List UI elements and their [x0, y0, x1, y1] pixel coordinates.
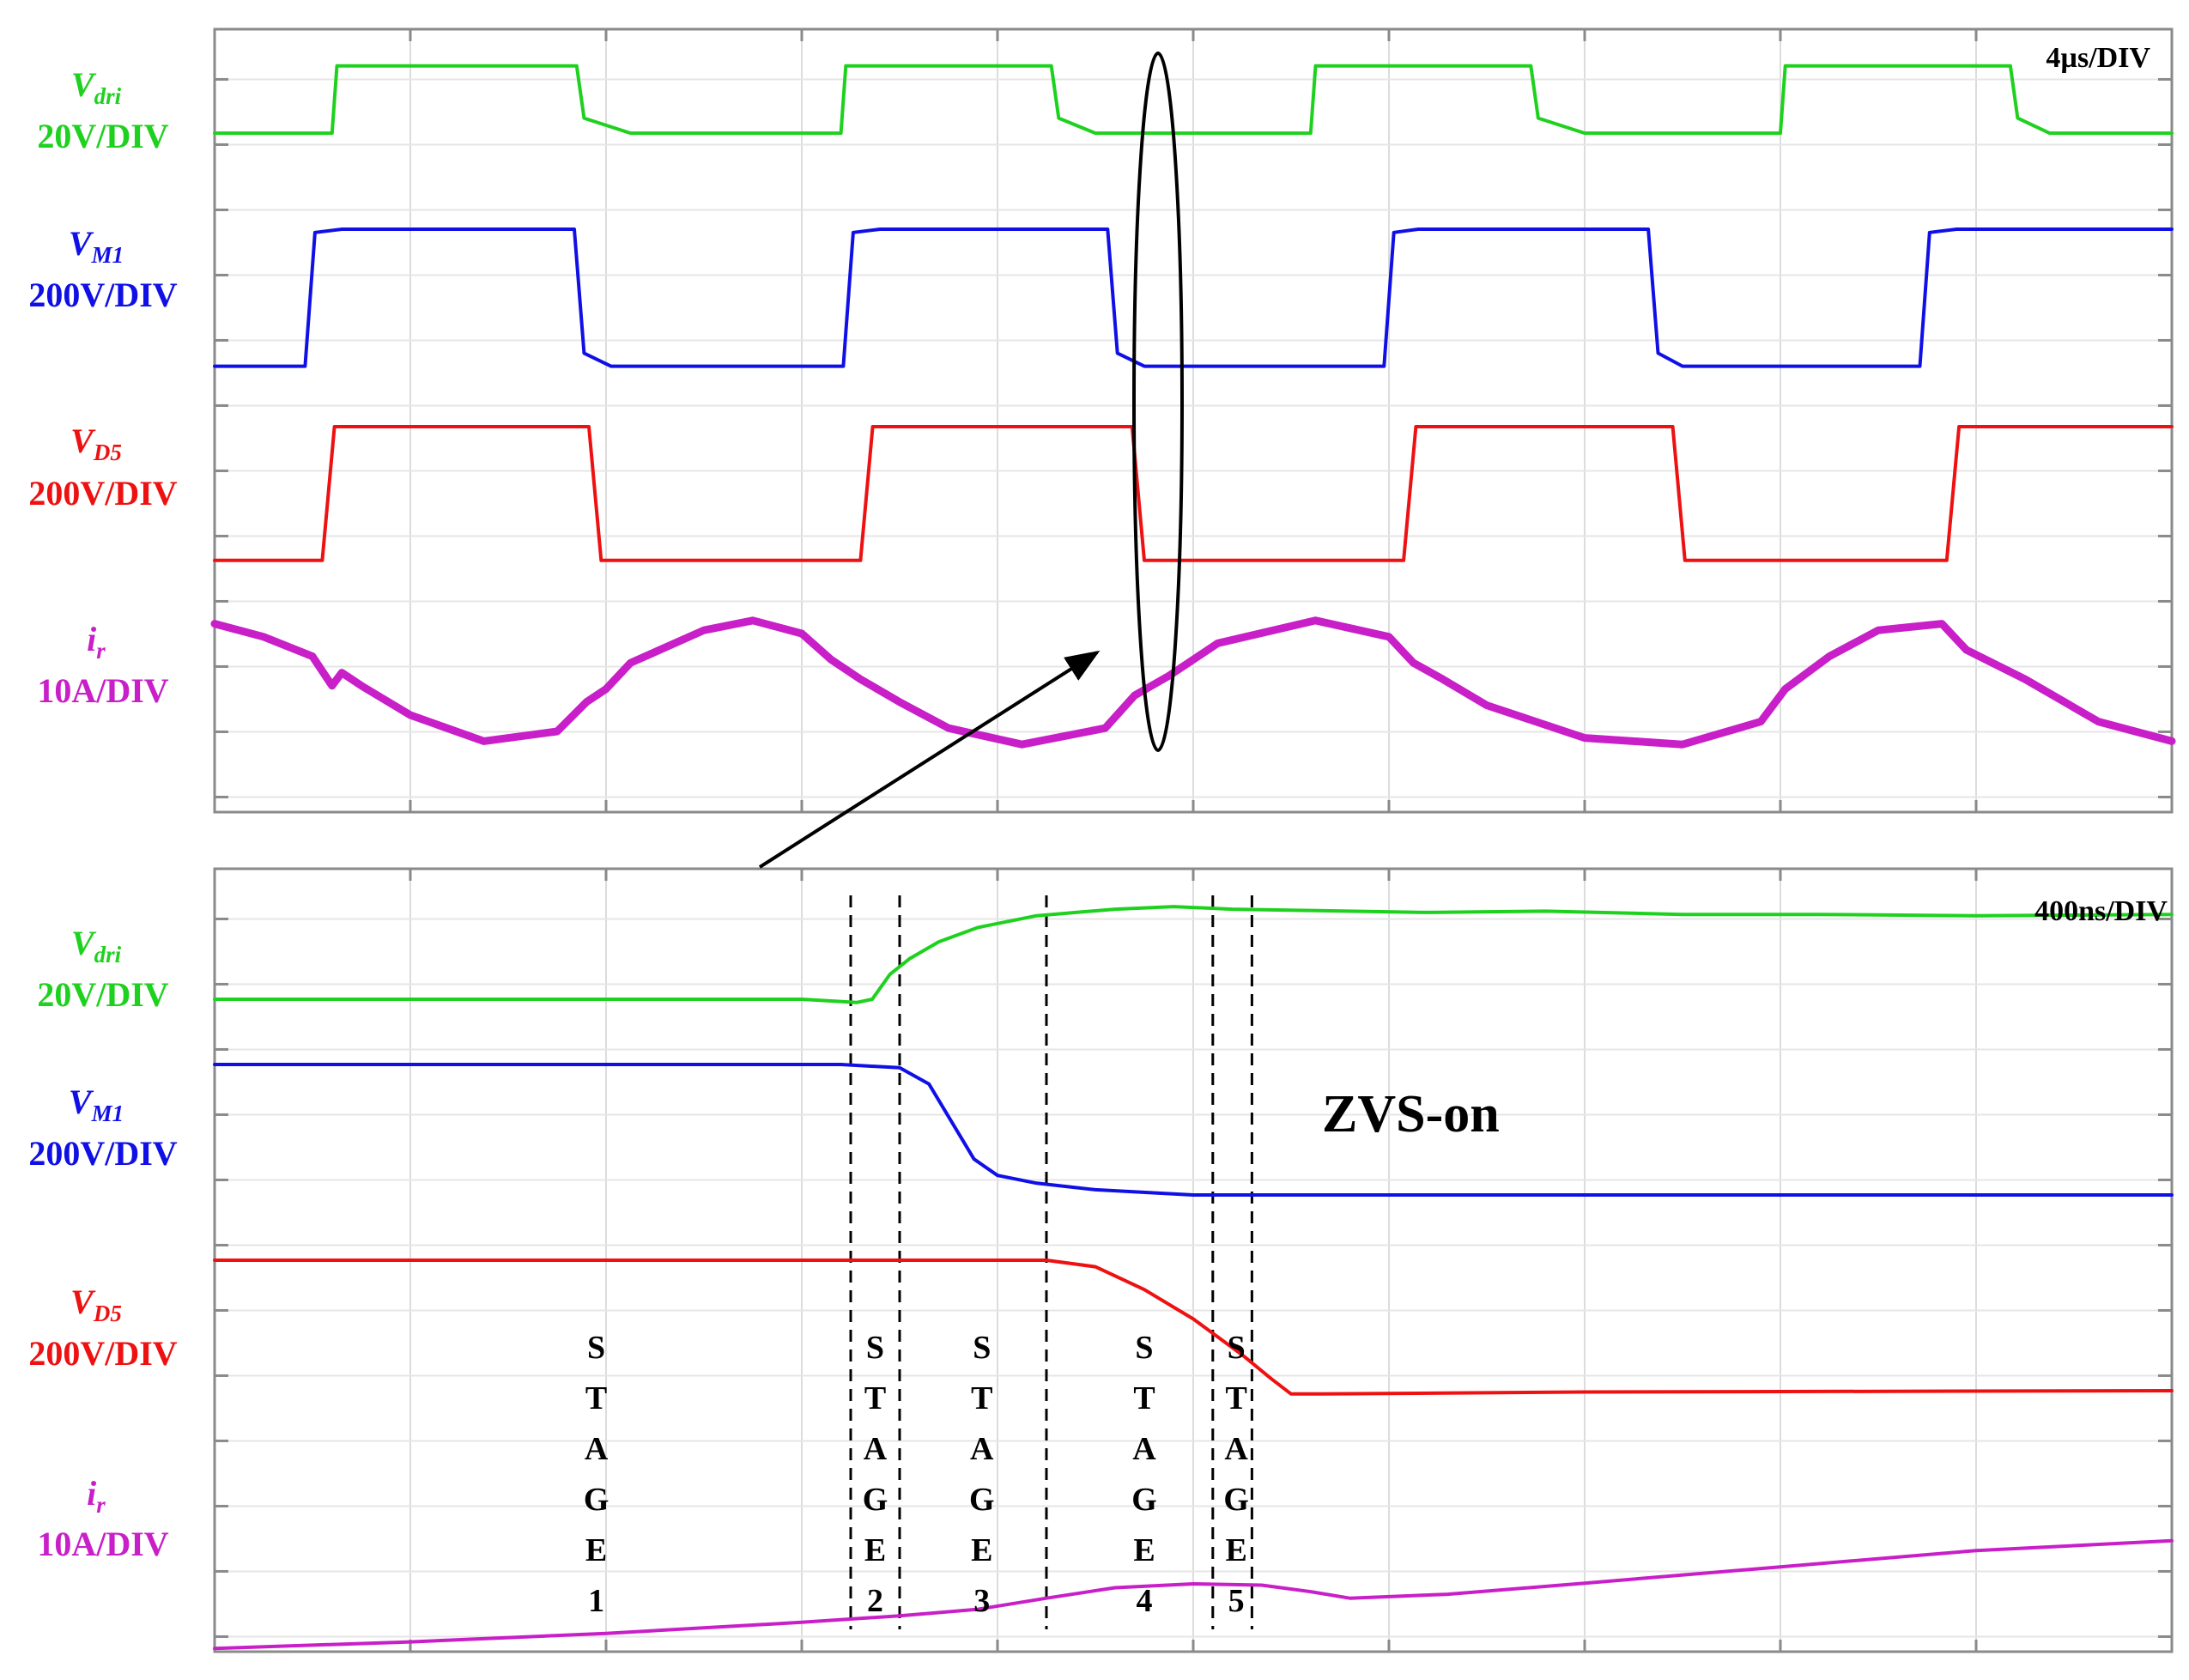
zoom-region-ellipse [1132, 52, 1184, 752]
stage-2-letter: 2 [867, 1583, 883, 1619]
stage-4-letter: 4 [1137, 1583, 1153, 1619]
stage-boundary-lines [849, 895, 1253, 1629]
trace-V-dri [213, 64, 2174, 136]
stage-3-letter: A [970, 1431, 994, 1467]
stage-1-letter: S [587, 1330, 605, 1366]
top-panel-frame [213, 27, 2174, 814]
trace-V-M1 [213, 227, 2174, 368]
stage-3-letter: S [973, 1330, 991, 1366]
channel-scale-dri: 20V/DIV [37, 975, 168, 1014]
zvs-on-annotation: ZVS-on [1322, 1085, 1500, 1143]
channel-scale-r: 10A/DIV [37, 671, 168, 710]
channel-scale-D5: 200V/DIV [28, 474, 177, 512]
stage-1-letter: E [585, 1532, 607, 1568]
bottom-panel: 400ns/DIV ZVS-on STAGE1STAGE2STAGE3STAGE… [28, 867, 2174, 1653]
stage-3-letter: E [971, 1532, 992, 1568]
stage-5-letter: T [1225, 1380, 1246, 1416]
channel-name-M1: VM1 [69, 1083, 124, 1126]
trace-i-r [213, 1538, 2174, 1651]
trace-i-r [210, 616, 2176, 749]
channel-name-D5: VD5 [70, 1283, 122, 1326]
stage-2-letter: T [864, 1380, 886, 1416]
stage-2-letter: G [863, 1482, 888, 1518]
channel-scale-r: 10A/DIV [37, 1525, 168, 1563]
stage-5-letter: E [1225, 1532, 1246, 1568]
trace-V-D5 [213, 1258, 2174, 1396]
stage-4-letter: G [1131, 1482, 1157, 1518]
channel-name-r: ir [87, 620, 106, 664]
stage-2-letter: E [864, 1532, 886, 1568]
stage-5-letter: G [1223, 1482, 1249, 1518]
top-time-scale: 4µs/DIV [2046, 42, 2150, 74]
stage-4-letter: E [1133, 1532, 1155, 1568]
channel-name-r: ir [87, 1474, 106, 1518]
top-panel: 4µs/DIV Vdri 20V/DIV VM1 200V/DIV VD5 200V/DI… [28, 27, 2176, 814]
stage-1-letter: G [584, 1482, 609, 1518]
stage-2-letter: A [864, 1431, 888, 1467]
stage-4-letter: T [1133, 1380, 1155, 1416]
top-panel-traces [210, 64, 2176, 749]
trace-V-dri [213, 905, 2174, 1004]
stage-5-letter: 5 [1228, 1583, 1245, 1619]
channel-scale-dri: 20V/DIV [37, 117, 168, 155]
channel-name-dri: Vdri [71, 924, 122, 967]
stage-2-letter: S [866, 1330, 884, 1366]
trace-V-M1 [213, 1063, 2174, 1197]
stage-3-letter: T [971, 1380, 992, 1416]
stage-1-letter: 1 [588, 1583, 604, 1619]
stage-4-letter: S [1135, 1330, 1153, 1366]
stage-5-letter: S [1228, 1330, 1246, 1366]
channel-name-M1: VM1 [69, 224, 124, 268]
channel-scale-D5: 200V/DIV [28, 1334, 177, 1373]
bottom-time-scale: 400ns/DIV [2034, 895, 2168, 927]
stage-5-letter: A [1224, 1431, 1248, 1467]
channel-scale-M1: 200V/DIV [28, 1134, 177, 1173]
channel-name-dri: Vdri [71, 65, 122, 109]
stage-1-letter: T [585, 1380, 607, 1416]
stage-3-letter: G [969, 1482, 995, 1518]
top-panel-channel-labels: Vdri 20V/DIV VM1 200V/DIV VD5 200V/DIV ir 10A/D… [28, 65, 177, 710]
channel-name-D5: VD5 [70, 422, 122, 465]
trace-V-D5 [213, 425, 2174, 562]
channel-scale-M1: 200V/DIV [28, 276, 177, 314]
stage-1-letter: A [585, 1431, 609, 1467]
bottom-panel-traces [213, 905, 2174, 1651]
bottom-panel-channel-labels: Vdri 20V/DIV VM1 200V/DIV VD5 200V/DIV ir 10A/D… [28, 924, 177, 1563]
zoom-arrow [758, 650, 1101, 869]
stage-3-letter: 3 [973, 1583, 990, 1619]
stage-4-letter: A [1132, 1431, 1156, 1467]
top-panel-grid [215, 29, 2172, 812]
